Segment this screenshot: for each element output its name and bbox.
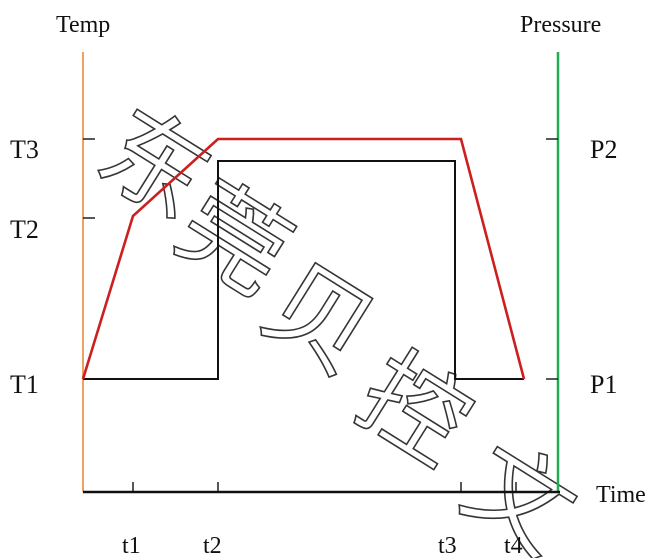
watermark: 东 莞 贝 控 文 [77,84,596,558]
label-t1: T1 [10,370,39,399]
label-p1: P1 [590,370,617,399]
pressure-axis-title: Pressure [520,12,601,38]
label-time-t1: t1 [122,533,141,558]
label-time-t4: t4 [504,533,523,558]
temperature-profile-line [81,137,526,380]
watermark-char: 控 [338,330,491,489]
label-t3: T3 [10,135,39,164]
label-time-t2: t2 [203,533,222,558]
time-axis-title: Time [596,482,646,508]
pressure-profile-line [83,160,524,380]
label-p2: P2 [590,135,617,164]
label-t2: T2 [10,215,39,244]
label-time-t3: t3 [438,533,457,558]
temp-axis-title: Temp [56,12,110,38]
